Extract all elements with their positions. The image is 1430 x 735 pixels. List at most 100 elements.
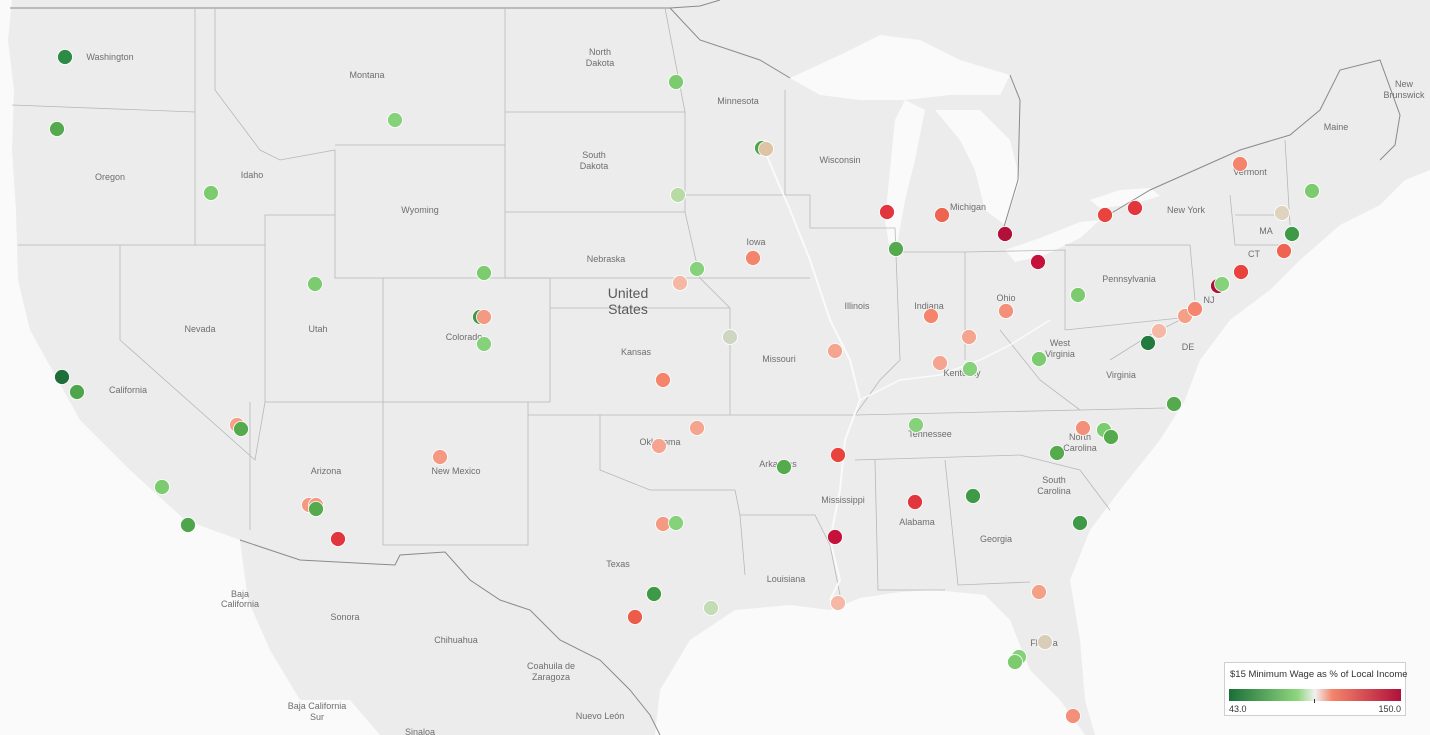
city-point[interactable] bbox=[776, 459, 792, 475]
city-point[interactable] bbox=[689, 261, 705, 277]
city-point[interactable] bbox=[670, 187, 686, 203]
city-point[interactable] bbox=[1007, 654, 1023, 670]
state-label: California bbox=[109, 385, 147, 395]
city-point[interactable] bbox=[54, 369, 70, 385]
city-point[interactable] bbox=[1030, 254, 1046, 270]
city-point[interactable] bbox=[961, 329, 977, 345]
city-point[interactable] bbox=[668, 515, 684, 531]
city-point[interactable] bbox=[476, 265, 492, 281]
city-point[interactable] bbox=[932, 355, 948, 371]
city-point[interactable] bbox=[308, 501, 324, 517]
city-point[interactable] bbox=[1103, 429, 1119, 445]
city-point[interactable] bbox=[668, 74, 684, 90]
city-point[interactable] bbox=[233, 421, 249, 437]
state-label: Alabama bbox=[899, 517, 935, 527]
city-point[interactable] bbox=[830, 595, 846, 611]
state-label: New York bbox=[1167, 205, 1206, 215]
city-point[interactable] bbox=[330, 531, 346, 547]
state-label: Utah bbox=[308, 324, 327, 334]
legend-title: $15 Minimum Wage as % of Local Income bbox=[1230, 669, 1408, 680]
city-point[interactable] bbox=[1031, 351, 1047, 367]
city-point[interactable] bbox=[923, 308, 939, 324]
city-point[interactable] bbox=[57, 49, 73, 65]
city-point[interactable] bbox=[758, 141, 774, 157]
city-point[interactable] bbox=[1097, 207, 1113, 223]
city-point[interactable] bbox=[827, 529, 843, 545]
city-point[interactable] bbox=[722, 329, 738, 345]
city-point[interactable] bbox=[1232, 156, 1248, 172]
city-point[interactable] bbox=[1037, 634, 1053, 650]
state-label: Nuevo León bbox=[576, 711, 625, 721]
state-label: New Mexico bbox=[431, 466, 480, 476]
city-point[interactable] bbox=[965, 488, 981, 504]
city-point[interactable] bbox=[1276, 243, 1292, 259]
city-point[interactable] bbox=[1233, 264, 1249, 280]
city-point[interactable] bbox=[1140, 335, 1156, 351]
pacific-ocean bbox=[0, 0, 380, 735]
city-point[interactable] bbox=[908, 417, 924, 433]
state-label: Dakota bbox=[586, 58, 615, 68]
city-point[interactable] bbox=[1274, 205, 1290, 221]
city-point[interactable] bbox=[998, 303, 1014, 319]
state-label: Colorado bbox=[446, 332, 483, 342]
state-label: Washington bbox=[86, 52, 133, 62]
city-point[interactable] bbox=[1065, 708, 1081, 724]
city-point[interactable] bbox=[180, 517, 196, 533]
city-point[interactable] bbox=[387, 112, 403, 128]
city-point[interactable] bbox=[432, 449, 448, 465]
city-point[interactable] bbox=[1075, 420, 1091, 436]
city-point[interactable] bbox=[1072, 515, 1088, 531]
city-point[interactable] bbox=[1304, 183, 1320, 199]
state-label: Nebraska bbox=[587, 254, 626, 264]
lake-ontario bbox=[1090, 188, 1160, 208]
city-point[interactable] bbox=[651, 438, 667, 454]
city-point[interactable] bbox=[1166, 396, 1182, 412]
city-point[interactable] bbox=[888, 241, 904, 257]
state-label: South bbox=[1042, 475, 1066, 485]
legend-min-value: 43.0 bbox=[1229, 704, 1247, 714]
city-point[interactable] bbox=[1284, 226, 1300, 242]
gulf-of-mexico bbox=[655, 590, 1085, 735]
city-point[interactable] bbox=[997, 226, 1013, 242]
state-label: Kentucky bbox=[943, 368, 981, 378]
state-label: Iowa bbox=[746, 237, 765, 247]
state-label: Chihuahua bbox=[434, 635, 478, 645]
lake-michigan bbox=[885, 100, 925, 250]
city-point[interactable] bbox=[962, 361, 978, 377]
city-point[interactable] bbox=[703, 600, 719, 616]
city-point[interactable] bbox=[49, 121, 65, 137]
city-point[interactable] bbox=[476, 336, 492, 352]
state-label: Louisiana bbox=[767, 574, 806, 584]
state-label: Pennsylvania bbox=[1102, 274, 1156, 284]
state-label: Sur bbox=[310, 712, 324, 722]
city-point[interactable] bbox=[154, 479, 170, 495]
city-point[interactable] bbox=[476, 309, 492, 325]
city-point[interactable] bbox=[907, 494, 923, 510]
atlantic-ocean bbox=[1070, 170, 1430, 735]
city-point[interactable] bbox=[203, 185, 219, 201]
city-point[interactable] bbox=[1151, 323, 1167, 339]
city-point[interactable] bbox=[1214, 276, 1230, 292]
city-point[interactable] bbox=[655, 372, 671, 388]
city-point[interactable] bbox=[689, 420, 705, 436]
state-label: Georgia bbox=[980, 534, 1012, 544]
city-point[interactable] bbox=[646, 586, 662, 602]
city-point[interactable] bbox=[1049, 445, 1065, 461]
canada-border bbox=[10, 0, 1401, 241]
city-point[interactable] bbox=[745, 250, 761, 266]
city-point[interactable] bbox=[672, 275, 688, 291]
city-point[interactable] bbox=[934, 207, 950, 223]
city-points[interactable] bbox=[49, 49, 1320, 724]
city-point[interactable] bbox=[830, 447, 846, 463]
city-point[interactable] bbox=[1031, 584, 1047, 600]
city-point[interactable] bbox=[1070, 287, 1086, 303]
city-point[interactable] bbox=[1187, 301, 1203, 317]
city-point[interactable] bbox=[1127, 200, 1143, 216]
city-point[interactable] bbox=[307, 276, 323, 292]
city-point[interactable] bbox=[827, 343, 843, 359]
state-label: Dakota bbox=[580, 161, 609, 171]
city-point[interactable] bbox=[627, 609, 643, 625]
city-point[interactable] bbox=[69, 384, 85, 400]
city-point[interactable] bbox=[879, 204, 895, 220]
